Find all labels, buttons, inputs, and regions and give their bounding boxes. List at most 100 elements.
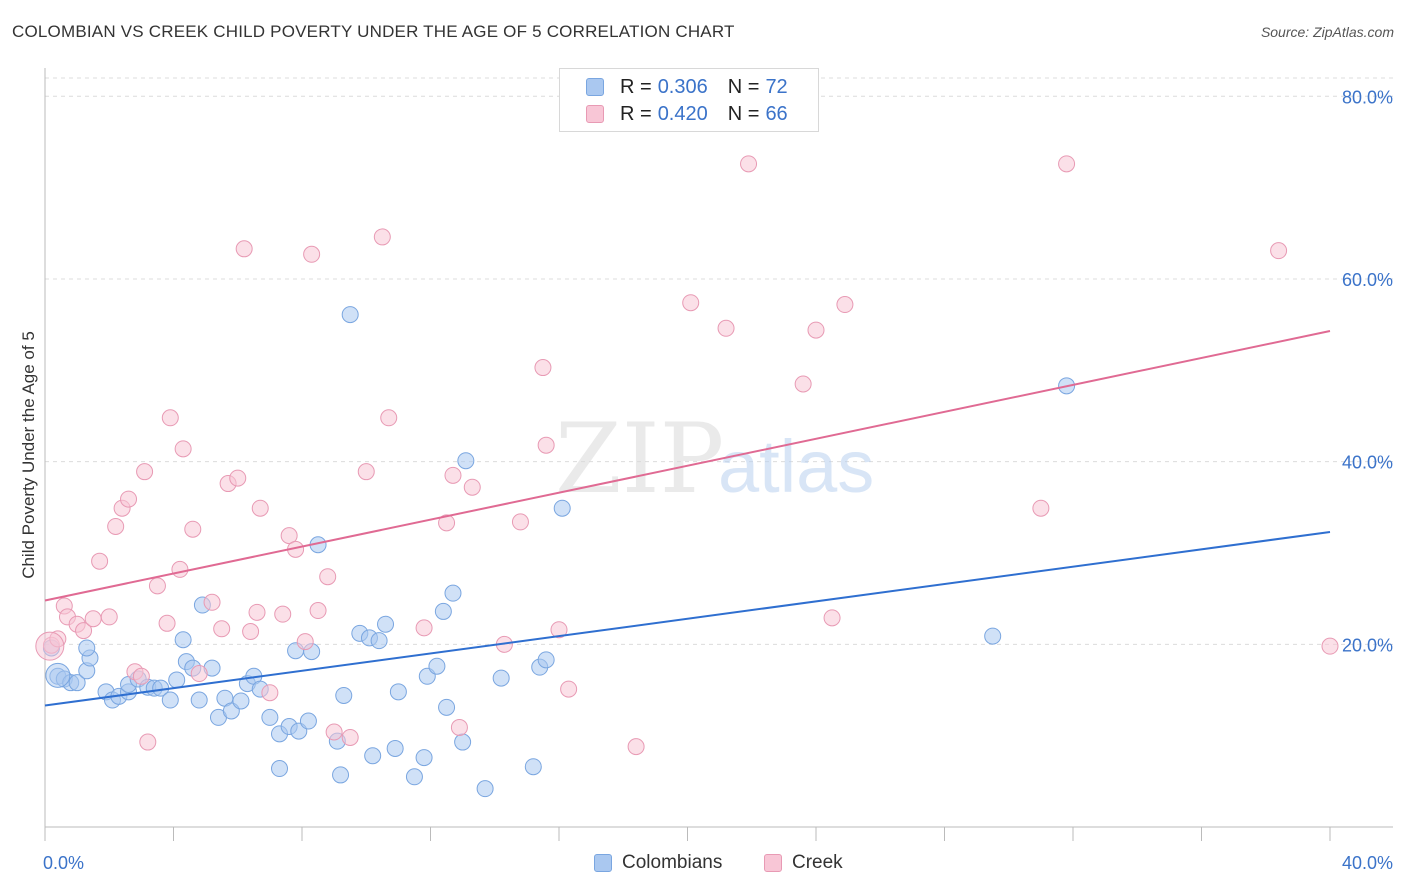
point-creek: [107, 517, 125, 535]
point-creek: [120, 490, 138, 508]
point-creek: [325, 723, 343, 741]
legend-swatch-creek: [586, 105, 604, 123]
axes: [44, 68, 1393, 841]
legend-n-label: N =: [727, 102, 760, 125]
watermark-zip: ZIP: [555, 403, 724, 515]
point-creek: [463, 478, 481, 496]
point-creek: [35, 631, 65, 661]
point-colombians: [341, 306, 359, 324]
point-creek: [534, 359, 552, 377]
y-tick-label: 80.0%: [1342, 87, 1393, 107]
y-tick-label: 40.0%: [1342, 453, 1393, 473]
point-creek: [296, 633, 314, 651]
legend-row-colombians: R = 0.306 N = 72: [586, 75, 788, 99]
point-colombians: [476, 780, 494, 798]
chart-title: COLOMBIAN VS CREEK CHILD POVERTY UNDER T…: [12, 22, 735, 41]
legend-r-label: R =: [620, 102, 652, 125]
y-tick-label: 60.0%: [1342, 270, 1393, 290]
point-creek: [740, 155, 758, 173]
legend-swatch-creek: [764, 854, 782, 872]
point-creek: [357, 463, 375, 481]
point-creek: [100, 608, 118, 626]
legend-row-creek: R = 0.420 N = 66: [586, 102, 788, 126]
point-colombians: [232, 692, 250, 710]
point-colombians: [261, 708, 279, 726]
x-tick-label: 40.0%: [1342, 853, 1393, 873]
point-creek: [84, 610, 102, 628]
legend-item-creek[interactable]: Creek: [764, 852, 843, 874]
point-creek: [560, 680, 578, 698]
point-creek: [380, 409, 398, 427]
point-creek: [229, 469, 247, 487]
point-creek: [251, 499, 269, 517]
tick-labels: 20.0% 40.0% 60.0% 80.0% 0.0% 40.0%: [43, 87, 1393, 873]
point-creek: [158, 614, 176, 632]
point-colombians: [335, 686, 353, 704]
point-creek: [836, 296, 854, 314]
point-creek: [1032, 499, 1050, 517]
point-colombians: [168, 671, 186, 689]
point-creek: [248, 603, 266, 621]
point-colombians: [492, 669, 510, 687]
y-axis-label: Child Poverty Under the Age of 5: [19, 331, 38, 579]
point-creek: [807, 321, 825, 339]
point-creek: [75, 622, 93, 640]
legend-r-label: R =: [620, 75, 652, 98]
trend-line-creek: [44, 330, 1331, 602]
point-creek: [132, 667, 150, 685]
legend-label-creek: Creek: [792, 852, 843, 873]
point-creek: [373, 228, 391, 246]
point-creek: [242, 623, 260, 641]
point-colombians: [415, 749, 433, 767]
point-creek: [235, 240, 253, 258]
legend-n-value: 66: [765, 102, 788, 125]
point-creek: [261, 684, 279, 702]
point-colombians: [161, 691, 179, 709]
point-creek: [1058, 155, 1076, 173]
watermark-atlas: atlas: [718, 425, 874, 508]
point-creek: [1270, 242, 1288, 260]
point-colombians: [370, 632, 388, 650]
point-creek: [139, 733, 157, 751]
point-creek: [203, 593, 221, 611]
point-colombians: [174, 631, 192, 649]
point-colombians: [78, 639, 96, 657]
point-creek: [717, 319, 735, 337]
legend-item-colombians[interactable]: Colombians: [594, 852, 722, 874]
point-colombians: [45, 662, 71, 688]
point-colombians: [428, 657, 446, 675]
point-creek: [682, 294, 700, 312]
point-colombians: [332, 766, 350, 784]
point-creek: [450, 718, 468, 736]
point-colombians: [377, 615, 395, 633]
point-colombians: [299, 712, 317, 730]
x-tick-label: 0.0%: [43, 853, 84, 873]
point-creek: [309, 602, 327, 620]
legend-swatch-colombians: [594, 854, 612, 872]
point-colombians: [524, 758, 542, 776]
point-creek: [444, 466, 462, 484]
point-creek: [303, 245, 321, 263]
point-colombians: [434, 602, 452, 620]
y-tick-label: 20.0%: [1342, 635, 1393, 655]
point-creek: [627, 738, 645, 756]
point-creek: [794, 375, 812, 393]
point-colombians: [457, 452, 475, 470]
trend-line-colombians: [44, 530, 1331, 707]
point-creek: [319, 568, 337, 586]
point-colombians: [553, 499, 571, 517]
point-creek: [537, 436, 555, 454]
point-colombians: [454, 733, 472, 751]
trend-lines: [44, 330, 1331, 707]
point-creek: [274, 605, 292, 623]
point-creek: [823, 609, 841, 627]
point-colombians: [190, 691, 208, 709]
point-creek: [341, 728, 359, 746]
point-colombians: [984, 627, 1002, 645]
point-creek: [174, 440, 192, 458]
series-legend: Colombians Creek: [0, 852, 1406, 876]
legend-r-value: 0.306: [657, 75, 708, 98]
point-colombians: [444, 584, 462, 602]
stats-legend: R = 0.306 N = 72 R = 0.420 N = 66: [559, 68, 819, 132]
